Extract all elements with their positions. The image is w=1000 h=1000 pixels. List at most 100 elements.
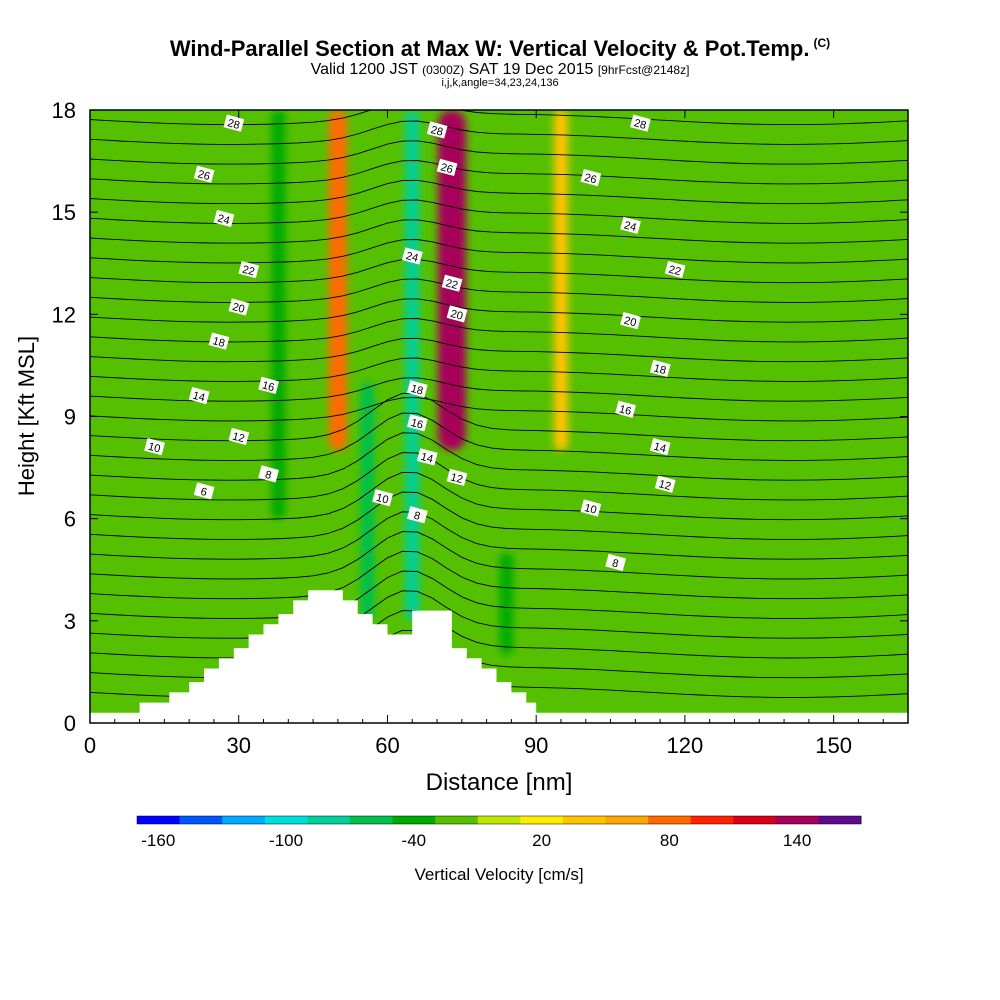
contour-label-text: 14 — [191, 390, 206, 405]
contour-label: 20 — [228, 298, 250, 316]
valid-time-subtitle: Valid 1200 JST (0300Z) SAT 19 Dec 2015 [… — [310, 61, 690, 78]
contour-label-bg — [615, 400, 636, 418]
contour-label-bg — [406, 380, 428, 398]
colorbar-swatch — [818, 816, 862, 824]
contour-label: 28 — [223, 114, 245, 132]
contour-label-bg — [228, 298, 250, 316]
x-axis-label: Distance [nm] — [426, 769, 573, 796]
contour-label: 18 — [649, 359, 671, 377]
velocity-feature-1 — [360, 382, 375, 621]
contour-label: 12 — [446, 468, 468, 486]
contour-label-text: 20 — [231, 301, 246, 316]
contour-label-bg — [193, 165, 215, 183]
isentrope-line — [90, 140, 908, 165]
y-tick-label: 12 — [52, 302, 76, 327]
colorbar-swatch — [264, 816, 308, 824]
contour-label-bg — [258, 465, 279, 483]
contour-label: 24 — [620, 216, 641, 234]
contour-label: 18 — [406, 380, 428, 398]
colorbar-swatch — [137, 816, 181, 824]
contour-label: 28 — [630, 114, 651, 132]
isentrope-line — [90, 219, 908, 244]
contour-label: 10 — [144, 438, 165, 456]
contour-label-text: 18 — [652, 362, 667, 377]
contour-label-bg — [630, 114, 651, 132]
colorbar-swatch — [562, 816, 606, 824]
contour-label-bg — [446, 468, 468, 486]
contour-label-bg — [436, 158, 458, 177]
contour-label-text: 22 — [444, 277, 459, 292]
contour-label-text: 28 — [633, 117, 648, 132]
isentrope-line — [90, 511, 908, 560]
colorbar-tick-label: -40 — [402, 831, 427, 850]
contour-label-text: 14 — [652, 441, 667, 456]
y-tick-label: 15 — [52, 200, 76, 225]
contour-label-bg — [208, 332, 230, 350]
isentrope-line — [90, 452, 908, 501]
isentrope-line — [90, 570, 908, 619]
colorbar-label: Vertical Velocity [cm/s] — [414, 865, 583, 884]
contour-label-text: 22 — [241, 264, 256, 279]
colorbar-swatch — [605, 816, 649, 824]
terrain-profile — [90, 590, 908, 723]
colorbar-swatch — [690, 816, 734, 824]
x-tick-label: 90 — [524, 733, 548, 758]
contour-label: 8 — [406, 506, 428, 524]
contour-label: 24 — [213, 209, 235, 227]
contour-label: 14 — [649, 438, 671, 456]
contour-label: 20 — [620, 312, 641, 329]
isentrope-line — [90, 397, 908, 422]
velocity-feature-2 — [405, 110, 420, 621]
colorbar-swatch — [648, 816, 692, 824]
axes: 0 30 60 90 120 150 0 3 6 9 12 15 18 — [52, 98, 909, 758]
contour-label: 12 — [228, 427, 250, 446]
section-params: i,j,k,angle=34,23,24,136 — [441, 77, 559, 89]
colorbar-swatch — [179, 816, 223, 824]
contour-label-bg — [258, 376, 279, 394]
x-tick-label: 150 — [815, 733, 852, 758]
colorbar-swatch — [435, 816, 479, 824]
isentrope-line — [90, 550, 908, 600]
contour-label-bg — [664, 260, 686, 279]
contour-label: 26 — [436, 158, 458, 177]
contour-label-bg — [144, 438, 165, 456]
contour-label: 24 — [401, 247, 423, 265]
contour-label: 10 — [372, 489, 394, 507]
contour-label-bg — [406, 506, 428, 524]
contour-label-text: 12 — [231, 431, 246, 446]
contour-label-text: 24 — [405, 250, 420, 265]
contour-label-text: 16 — [618, 403, 633, 418]
isentrope-line — [90, 610, 908, 659]
contour-label-text: 28 — [429, 124, 444, 139]
potential-temperature-contours — [90, 110, 908, 698]
contour-label-bg — [620, 216, 641, 234]
isentrope-line — [90, 120, 908, 145]
colorbar-tick-label: -160 — [141, 831, 175, 850]
contour-label-text: 10 — [147, 441, 162, 456]
isentrope-line — [90, 258, 908, 284]
chart-title: Wind-Parallel Section at Max W: Vertical… — [169, 36, 831, 61]
contour-label: 16 — [615, 400, 636, 418]
x-tick-label: 60 — [375, 733, 399, 758]
colorbar-tick-label: 80 — [660, 831, 679, 850]
contour-label: 18 — [208, 332, 230, 350]
contour-label-text: 16 — [261, 379, 276, 394]
contour-label-text: 14 — [419, 451, 434, 466]
contour-label: 20 — [446, 305, 468, 323]
contour-label: 6 — [193, 482, 215, 500]
isentrope-line — [90, 357, 908, 382]
velocity-feature-3 — [328, 110, 347, 451]
contour-label-text: 12 — [657, 478, 672, 493]
contour-label-bg — [441, 274, 463, 292]
contour-label-bg — [649, 438, 671, 456]
contour-label-text: 16 — [409, 417, 424, 432]
contour-label-bg — [193, 482, 215, 500]
contour-label-bg — [228, 427, 250, 446]
contour-label-bg — [406, 414, 428, 432]
isentrope-line — [90, 160, 908, 185]
contour-label: 8 — [258, 465, 279, 483]
contour-label: 14 — [188, 386, 210, 405]
isentrope-line — [90, 179, 908, 205]
colorbar-swatch — [733, 816, 777, 824]
